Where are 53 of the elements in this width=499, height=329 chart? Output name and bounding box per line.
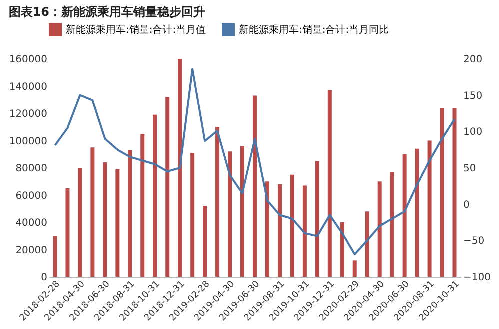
bar <box>290 174 294 277</box>
y-tick-label: 120000 <box>9 109 48 120</box>
bar <box>228 152 232 277</box>
legend-label: 新能源乘用车:销量:合计:当月值 <box>66 24 206 36</box>
bar <box>253 96 257 277</box>
y2-tick-label: 0 <box>464 200 470 211</box>
bar <box>240 146 245 277</box>
bar <box>378 182 382 277</box>
bar <box>216 127 220 277</box>
bar <box>203 206 208 277</box>
bar <box>78 168 82 277</box>
legend-label: 新能源乘用车:销量:合计:当月同比 <box>239 24 390 36</box>
bar <box>128 150 132 277</box>
bar <box>66 188 70 277</box>
bar <box>265 182 270 277</box>
bar <box>390 172 394 277</box>
bar <box>365 212 370 277</box>
bar <box>440 108 444 277</box>
y2-tick-label: 150 <box>464 90 483 102</box>
bar <box>352 260 357 277</box>
y2-tick-label: 200 <box>464 54 483 66</box>
bar <box>178 59 182 277</box>
y-tick-label: 40000 <box>16 218 48 229</box>
bar <box>278 184 282 277</box>
bar <box>452 108 457 277</box>
y-tick-label: 0 <box>41 272 48 284</box>
bar <box>153 114 158 277</box>
bar <box>315 161 320 277</box>
y2-tick-label: 50 <box>464 164 476 174</box>
bar <box>166 97 170 277</box>
chart-title: 图表16：新能源乘用车销量稳步回升 <box>8 5 206 19</box>
y-tick-label: 80000 <box>16 164 48 174</box>
bar <box>53 236 58 277</box>
bar <box>428 140 432 277</box>
bar <box>190 153 195 277</box>
y-tick-label: 160000 <box>9 54 48 66</box>
bar <box>140 134 145 277</box>
bar <box>340 222 344 277</box>
bar <box>116 169 120 277</box>
bar <box>402 154 407 277</box>
bar <box>302 186 307 277</box>
y-tick-label: 140000 <box>9 82 48 93</box>
bar <box>103 162 108 277</box>
bar <box>328 90 332 277</box>
bar <box>90 148 95 277</box>
y2-tick-label: −50 <box>464 236 485 248</box>
y-tick-label: 20000 <box>16 245 48 256</box>
y-tick-label: 100000 <box>9 136 48 148</box>
y2-tick-label: −100 <box>464 272 491 284</box>
y2-tick-label: 100 <box>464 127 483 138</box>
y-tick-label: 60000 <box>16 190 48 202</box>
line-series <box>54 68 456 256</box>
bar <box>415 148 420 277</box>
